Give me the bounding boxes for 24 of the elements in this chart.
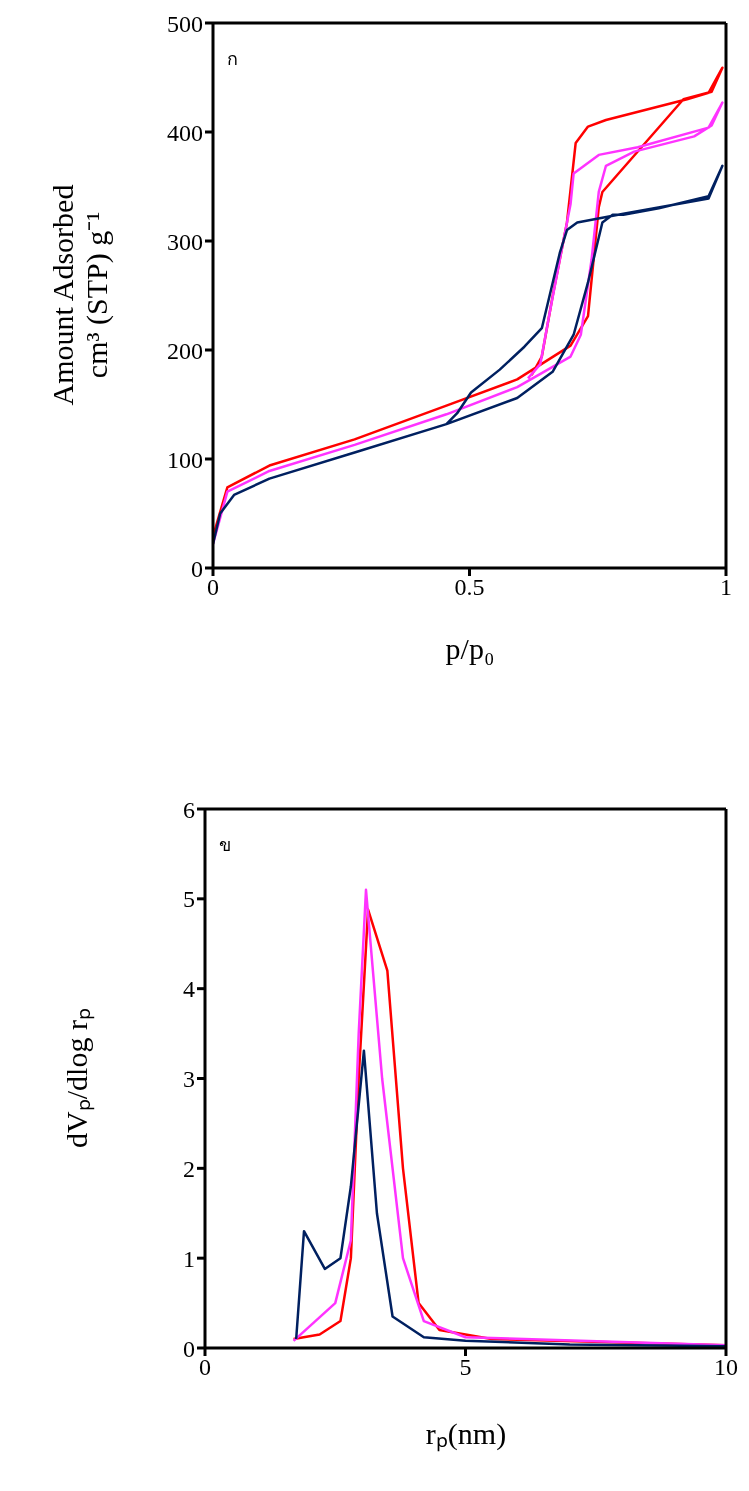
x-axis-title: p/p₀ (444, 632, 496, 666)
y-tick-label: 0 (183, 1335, 195, 1362)
x-tick-label: 0.5 (454, 574, 485, 601)
y-axis-title: Amount Adsorbed cm³ (STP) g⁻¹ (46, 184, 115, 406)
y-tick-label: 6 (183, 796, 195, 823)
y-tick-label: 400 (167, 119, 203, 146)
y-tick-label: 1 (183, 1245, 195, 1272)
y-tick-label: 100 (167, 446, 203, 473)
x-tick-label: 10 (714, 1354, 738, 1381)
y-tick-label: 500 (167, 10, 203, 37)
y-tick-label: 3 (183, 1066, 195, 1093)
x-axis-title: rₚ(nm) (424, 1416, 508, 1453)
x-tick-label: 1 (720, 574, 732, 601)
y-axis-title: dVₚ/dlog rₚ (59, 1008, 94, 1148)
y-tick-label: 0 (191, 555, 203, 582)
x-tick-label: 5 (459, 1354, 472, 1381)
annotation: ก (227, 48, 238, 71)
y-tick-label: 200 (167, 337, 203, 364)
y-tick-label: 4 (183, 976, 195, 1003)
y-tick-label: 5 (183, 886, 195, 913)
y-tick-label: 2 (183, 1155, 195, 1182)
line-series (294, 1049, 726, 1348)
annotation: ข (219, 834, 231, 857)
y-tick-label: 300 (167, 228, 203, 255)
